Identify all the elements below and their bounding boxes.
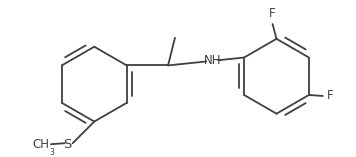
- Text: 3: 3: [49, 148, 54, 157]
- Text: NH: NH: [203, 54, 221, 67]
- Text: F: F: [269, 7, 276, 20]
- Text: S: S: [63, 138, 71, 151]
- Text: F: F: [327, 89, 333, 103]
- Text: CH: CH: [32, 138, 49, 151]
